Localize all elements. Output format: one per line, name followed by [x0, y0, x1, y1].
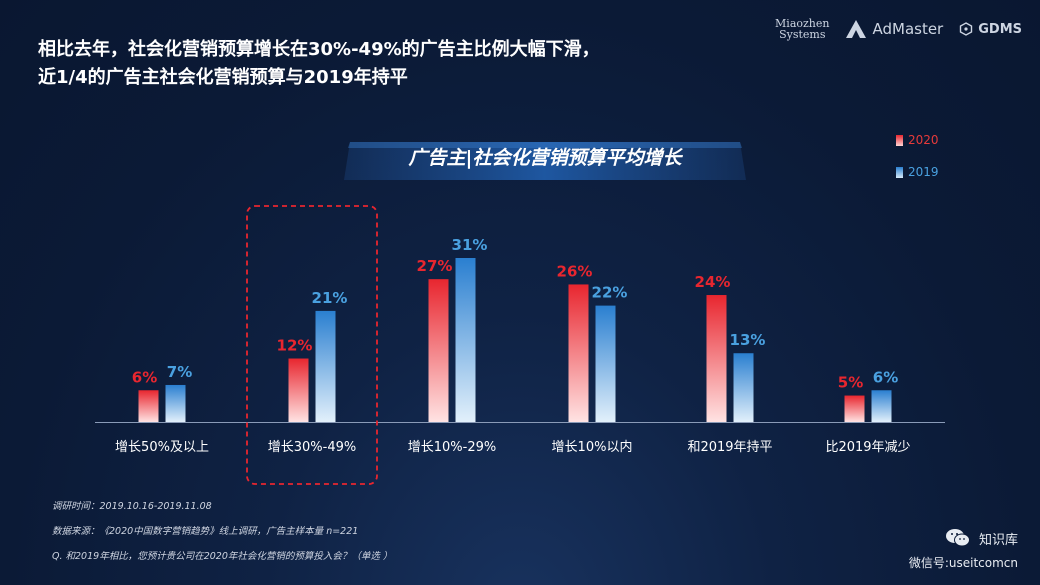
bar-2020-2 [288, 358, 309, 422]
bar-2020-6 [844, 395, 865, 422]
legend-label-2020: 2020 [908, 133, 939, 147]
bar-2019-3 [455, 258, 476, 422]
question-note: Q. 和2019年相比，您预计贵公司在2020年社会化营销的预算投入会？（单选 … [52, 551, 393, 562]
data-label-2019-3: 31% [452, 236, 488, 254]
bar-2019-5 [733, 353, 754, 422]
legend-swatch-2020 [896, 134, 903, 146]
legend-label-2019: 2019 [908, 165, 939, 179]
data-label-2019-2: 21% [312, 289, 348, 307]
legend-swatch-2019 [896, 166, 903, 178]
chart-title-banner-shape [344, 142, 746, 180]
wechat-id: 微信号:useitcomcn [908, 556, 1018, 570]
bar-2020-5 [706, 295, 727, 422]
data-label-2019-1: 7% [167, 363, 192, 381]
category-label-4: 增长10%以内 [552, 439, 633, 455]
category-label-1: 增长50%及以上 [115, 440, 209, 455]
page-title: 相比去年，社会化营销预算增长在30%-49%的广告主比例大幅下滑， 近1/4的广… [38, 36, 600, 92]
chart-title-banner: 广告主|社会化营销预算平均增长 [340, 138, 750, 184]
data-label-2019-5: 13% [730, 331, 766, 349]
miaozhen-logo-line1: Miaozhen [775, 17, 830, 30]
data-label-2020-1: 6% [132, 368, 157, 386]
brand-name: 知识库 [978, 532, 1018, 548]
data-label-2020-3: 27% [417, 257, 453, 275]
data-label-2020-6: 5% [838, 374, 863, 392]
data-label-2019-4: 22% [592, 284, 628, 302]
chart-title: 广告主|社会化营销预算平均增长 [408, 147, 682, 169]
bar-2020-4 [568, 284, 589, 422]
title-line-2: 近1/4的广告主社会化营销预算与2019年持平 [38, 67, 408, 88]
footer-brand: 知识库 微信号:useitcomcn [909, 528, 1018, 571]
survey-time-note: 调研时间：2019.10.16-2019.11.08 [52, 501, 212, 512]
miaozhen-logo-line2: Systems [779, 28, 826, 41]
bar-2020-1 [138, 390, 159, 422]
brand-name-row: 知识库 [909, 528, 1018, 548]
bar-2019-1 [165, 384, 186, 422]
footnotes: 调研时间：2019.10.16-2019.11.08 数据来源：《2020中国数… [52, 500, 392, 575]
legend-item-2020: 2020 [896, 132, 939, 148]
bars-group: 6% 7% 增长50%及以上 12% 21% 增长30%-49% 27% 31% 增长10%-2… [95, 205, 945, 485]
admaster-mark-icon [846, 20, 867, 38]
bar-2019-4 [595, 305, 616, 422]
chart-legend: 2020 2019 [896, 132, 939, 196]
miaozhen-logo: Miaozhen Systems [775, 18, 829, 40]
admaster-logo-text: AdMaster [872, 20, 944, 38]
bar-2020-3 [428, 279, 449, 422]
category-label-2: 增长30%-49% [268, 440, 356, 455]
category-label-6: 比2019年减少 [825, 440, 910, 455]
gdms-logo: GDMS [959, 22, 1022, 37]
category-label-5: 和2019年持平 [687, 440, 772, 455]
source-note: 数据来源：《2020中国数字营销趋势》线上调研，广告主样本量 n=221 [52, 526, 359, 537]
data-label-2020-5: 24% [695, 273, 731, 291]
data-label-2019-6: 6% [873, 368, 898, 386]
wechat-icon [945, 529, 970, 547]
gdms-logo-text: GDMS [978, 21, 1022, 37]
legend-item-2019: 2019 [896, 164, 939, 180]
bar-2019-2 [315, 310, 336, 422]
data-label-2020-4: 26% [557, 262, 593, 280]
highlight-box [246, 205, 378, 485]
data-label-2020-2: 12% [277, 337, 313, 355]
logo-bar: Miaozhen Systems AdMaster GDMS [775, 18, 1022, 40]
title-line-1: 相比去年，社会化营销预算增长在30%-49%的广告主比例大幅下滑， [38, 39, 600, 60]
bar-2019-6 [871, 390, 892, 422]
hexagon-icon [960, 22, 973, 36]
admaster-logo: AdMaster [845, 19, 943, 39]
category-label-3: 增长10%-29% [408, 440, 496, 455]
